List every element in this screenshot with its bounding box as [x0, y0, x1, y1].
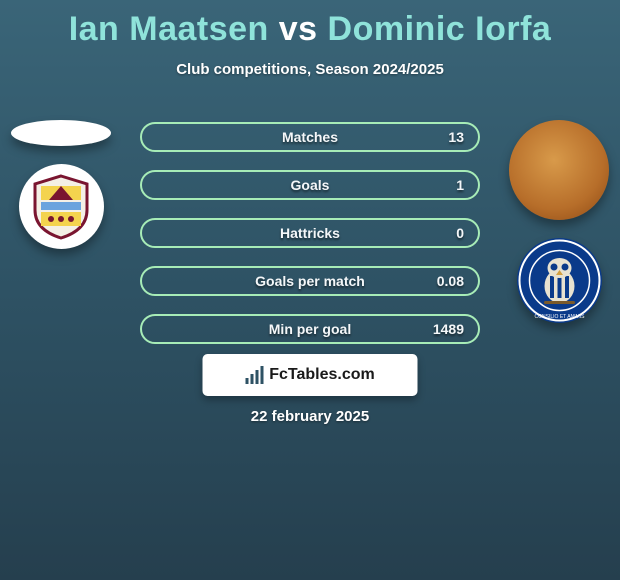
- stat-label: Hattricks: [216, 225, 404, 241]
- stat-row-goals: Goals 1: [140, 170, 480, 200]
- stats-table: Matches 13 Goals 1 Hattricks 0 Goals per…: [140, 122, 480, 344]
- stat-right-value: 0.08: [404, 273, 464, 289]
- player1-avatar: [11, 120, 111, 146]
- season-subtitle: Club competitions, Season 2024/2025: [0, 61, 620, 78]
- stat-row-matches: Matches 13: [140, 122, 480, 152]
- stat-label: Goals per match: [216, 273, 404, 289]
- player2-avatar: [509, 120, 609, 220]
- stat-right-value: 0: [404, 225, 464, 241]
- player1-name: Ian Maatsen: [69, 10, 269, 48]
- logo-text: FcTables.com: [269, 366, 375, 384]
- vs-text: vs: [279, 10, 318, 48]
- stat-right-value: 1489: [404, 321, 464, 337]
- stat-row-min-per-goal: Min per goal 1489: [140, 314, 480, 344]
- stat-label: Matches: [216, 129, 404, 145]
- fctables-logo: FcTables.com: [203, 354, 418, 396]
- stat-label: Min per goal: [216, 321, 404, 337]
- svg-text:CONSILIO ET ANIMIS: CONSILIO ET ANIMIS: [534, 314, 585, 320]
- stat-right-value: 13: [404, 129, 464, 145]
- bars-icon: [245, 366, 263, 384]
- player1-club-badge: [19, 164, 104, 249]
- burnley-crest-icon: [31, 174, 91, 240]
- stat-row-hattricks: Hattricks 0: [140, 218, 480, 248]
- comparison-date: 22 february 2025: [0, 408, 620, 425]
- stat-label: Goals: [216, 177, 404, 193]
- stat-row-goals-per-match: Goals per match 0.08: [140, 266, 480, 296]
- comparison-title: Ian Maatsen vs Dominic Iorfa: [0, 0, 620, 49]
- player2-name: Dominic Iorfa: [328, 10, 552, 48]
- swfc-crest-icon: CONSILIO ET ANIMIS: [517, 238, 602, 323]
- left-player-column: [6, 120, 116, 249]
- stat-right-value: 1: [404, 177, 464, 193]
- player2-club-badge: CONSILIO ET ANIMIS: [517, 238, 602, 323]
- right-player-column: CONSILIO ET ANIMIS: [504, 120, 614, 323]
